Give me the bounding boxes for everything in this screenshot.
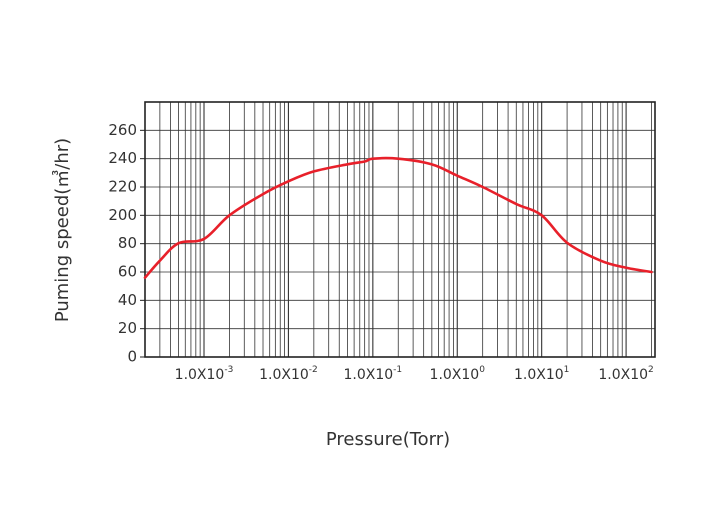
y-tick-label: 80 <box>118 234 137 252</box>
x-tick-label: 1.0X10-2 <box>259 365 318 383</box>
y-tick-label: 220 <box>108 178 137 196</box>
y-axis-label: Puming speed(㎥/hr) <box>52 138 73 322</box>
x-axis-ticks: 1.0X10-3 1.0X10-2 1.0X10-1 1.0X100 1.0X101 1.… <box>175 365 654 383</box>
series-line <box>143 156 653 279</box>
x-tick-label: 1.0X10-3 <box>175 365 234 383</box>
x-tick-label: 1.0X101 <box>514 365 569 383</box>
y-tick-label: 20 <box>118 319 137 337</box>
y-tick-label: 260 <box>108 121 137 139</box>
series-layer <box>143 156 653 279</box>
x-tick-label: 1.0X102 <box>598 365 653 383</box>
grid <box>145 102 655 357</box>
plot-frame <box>144 101 656 358</box>
y-axis-ticks: 0 20 40 60 80 200 220 240 260 <box>108 121 145 366</box>
x-tick-label: 1.0X10-1 <box>344 365 403 383</box>
x-tick-label: 1.0X100 <box>430 365 486 383</box>
y-tick-label: 200 <box>108 206 137 224</box>
y-tick-label: 40 <box>118 291 137 309</box>
x-axis-label: Pressure(Torr) <box>326 429 450 450</box>
y-tick-label: 240 <box>108 149 137 167</box>
y-tick-label: 60 <box>118 263 137 281</box>
y-tick-label: 0 <box>127 348 137 366</box>
